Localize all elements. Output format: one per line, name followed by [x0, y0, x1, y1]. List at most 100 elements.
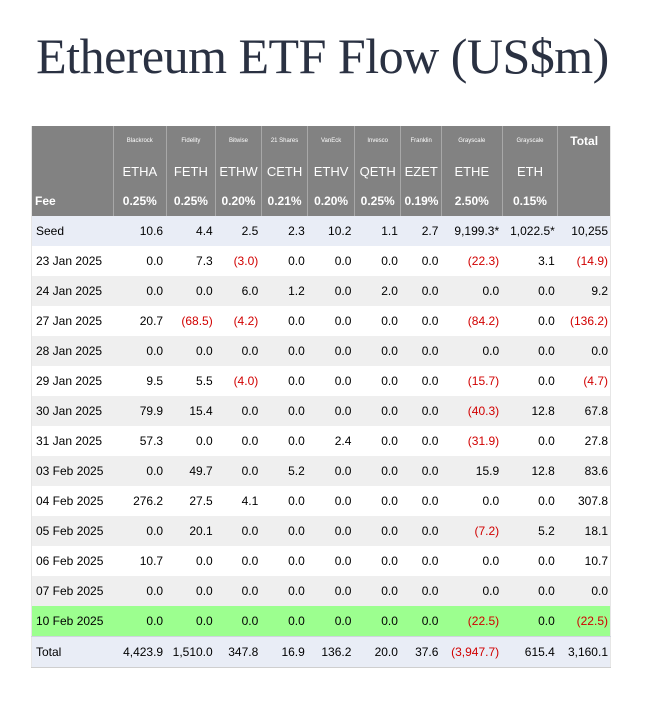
flow-cell: 0.0 — [166, 336, 216, 366]
fee-cell: 0.25% — [112, 186, 167, 216]
flow-cell: 0.0 — [113, 576, 167, 606]
flow-cell: 1,022.5* — [502, 216, 558, 246]
row-total-cell: 9.2 — [557, 276, 611, 306]
issuer-header-row: Blackrock Fidelity Bitwise 21 Shares Van… — [31, 126, 611, 156]
flow-cell: 0.0 — [334, 314, 352, 328]
flow-cell: 0.0 — [334, 374, 352, 388]
flow-cell: 1.1 — [354, 216, 401, 246]
issuer-header: VanEck — [307, 126, 355, 156]
row-label: 04 Feb 2025 — [36, 494, 104, 508]
flow-cell: 0.0 — [482, 554, 500, 568]
row-total-cell: 27.8 — [584, 434, 608, 448]
flow-table-body: Seed 10.6 4.4 2.5 2.3 10.2 1.1 2.7 9,199.3* 1,022… — [31, 216, 611, 668]
flow-cell: 0.0 — [354, 516, 401, 546]
fee-cell: 0.15% — [501, 186, 558, 216]
flow-cell: 4.1 — [241, 494, 259, 508]
table-row: 05 Feb 2025 0.0 20.1 0.0 0.0 0.0 0.0 0.0 (7.2) 5.… — [31, 516, 611, 546]
page-title: Ethereum ETF Flow (US$m) — [36, 28, 609, 84]
table-row: 07 Feb 2025 0.0 0.0 0.0 0.0 0.0 0.0 0.0 0.0 0.0 0.… — [31, 576, 611, 606]
flow-cell: 0.0 — [215, 516, 262, 546]
row-total-cell: 0.0 — [557, 336, 611, 366]
issuer-header: Bitwise — [215, 126, 262, 156]
flow-cell: (3,947.7) — [441, 636, 503, 668]
flow-cell: 0.0 — [441, 336, 503, 366]
issuer-header: Grayscale — [440, 126, 503, 156]
flow-cell: 0.0 — [334, 494, 352, 508]
flow-cell: 0.0 — [400, 516, 442, 546]
flow-cell: 0.0 — [166, 576, 216, 606]
flow-cell: (40.3) — [441, 396, 503, 426]
row-label: 30 Jan 2025 — [31, 396, 114, 426]
fee-cell: 0.20% — [215, 186, 262, 216]
issuer-header: 21 Shares — [260, 126, 308, 156]
flow-cell: 0.0 — [215, 456, 262, 486]
table-row: 28 Jan 2025 0.0 0.0 0.0 0.0 0.0 0.0 0.0 0.0 0.0 0.… — [31, 336, 611, 366]
fee-cell: 2.50% — [440, 186, 503, 216]
issuer-header: Franklin — [400, 126, 442, 156]
flow-cell: 0.0 — [146, 254, 164, 268]
fee-cell: 0.25% — [165, 186, 216, 216]
flow-cell: 79.9 — [113, 396, 167, 426]
row-label: 05 Feb 2025 — [31, 516, 114, 546]
flow-cell: 0.0 — [381, 374, 398, 388]
flow-cell: 0.0 — [215, 336, 262, 366]
table-row: 04 Feb 2025 276.2 27.5 4.1 0.0 0.0 0.0 0.0 0.0 0.… — [32, 486, 611, 516]
table-row: 10 Feb 2025 0.0 0.0 0.0 0.0 0.0 0.0 0.0 (22.5) 0.… — [31, 606, 611, 637]
flow-cell: 0.0 — [502, 276, 558, 306]
flow-cell: 0.0 — [307, 516, 355, 546]
flow-cell: 0.0 — [261, 576, 308, 606]
flow-cell: 0.0 — [502, 606, 558, 637]
flow-cell: 37.6 — [400, 636, 442, 668]
flow-cell: 27.5 — [189, 494, 213, 508]
flow-cell: 0.0 — [538, 494, 555, 508]
flow-cell: 0.0 — [354, 576, 401, 606]
ticker-header: ETHA — [112, 156, 167, 186]
flow-cell: 0.0 — [421, 554, 439, 568]
flow-cell: (22.3) — [467, 254, 500, 268]
total-column-header: Total — [557, 126, 611, 156]
row-total-cell: (22.5) — [557, 606, 611, 637]
row-total-cell: (4.7) — [583, 374, 608, 388]
flow-cell: 0.0 — [196, 434, 213, 448]
flow-cell: 0.0 — [334, 554, 352, 568]
flow-cell: 0.0 — [166, 276, 216, 306]
row-label: 31 Jan 2025 — [36, 434, 103, 448]
flow-cell: 49.7 — [166, 456, 216, 486]
flow-cell: (31.9) — [467, 434, 500, 448]
flow-cell: 0.0 — [261, 396, 308, 426]
flow-cell: 2.5 — [215, 216, 262, 246]
flow-cell: (15.7) — [467, 374, 500, 388]
flow-cell: 0.0 — [421, 314, 439, 328]
flow-cell: 0.0 — [381, 434, 398, 448]
flow-cell: (22.5) — [441, 606, 503, 637]
table-row: 31 Jan 2025 57.3 0.0 0.0 0.0 2.4 0.0 0.0 (31.9) 0… — [32, 426, 611, 456]
row-total-cell: 18.1 — [557, 516, 611, 546]
flow-cell: 2.7 — [400, 216, 442, 246]
row-label: 28 Jan 2025 — [31, 336, 114, 366]
flow-cell: 0.0 — [400, 336, 442, 366]
flow-cell: 0.0 — [166, 606, 216, 637]
row-label: 07 Feb 2025 — [31, 576, 114, 606]
flow-cell: 0.0 — [538, 434, 555, 448]
flow-cell: 0.0 — [381, 254, 398, 268]
flow-cell: 0.0 — [307, 276, 355, 306]
flow-cell: 15.4 — [166, 396, 216, 426]
ticker-header: ETHW — [215, 156, 262, 186]
flow-cell: 4.4 — [166, 216, 216, 246]
corner-cell — [31, 156, 114, 186]
flow-cell: 6.0 — [215, 276, 262, 306]
issuer-header: Blackrock — [112, 126, 167, 156]
fee-row: Fee 0.25% 0.25% 0.20% 0.21% 0.20% 0.25% … — [31, 186, 611, 216]
flow-cell: 276.2 — [133, 494, 164, 508]
flow-cell: 9,199.3* — [441, 216, 503, 246]
totals-row: Total 4,423.9 1,510.0 347.8 16.9 136.2 20.0 37.… — [31, 636, 611, 668]
issuer-header: Invesco — [353, 126, 401, 156]
flow-cell: 0.0 — [354, 396, 401, 426]
flow-cell: (84.2) — [467, 314, 500, 328]
row-label: 29 Jan 2025 — [36, 374, 103, 388]
fee-cell: 0.21% — [260, 186, 308, 216]
flow-cell: 0.0 — [288, 314, 305, 328]
corner-cell — [31, 126, 114, 156]
flow-cell: 0.0 — [482, 494, 500, 508]
flow-cell: 0.0 — [538, 374, 555, 388]
